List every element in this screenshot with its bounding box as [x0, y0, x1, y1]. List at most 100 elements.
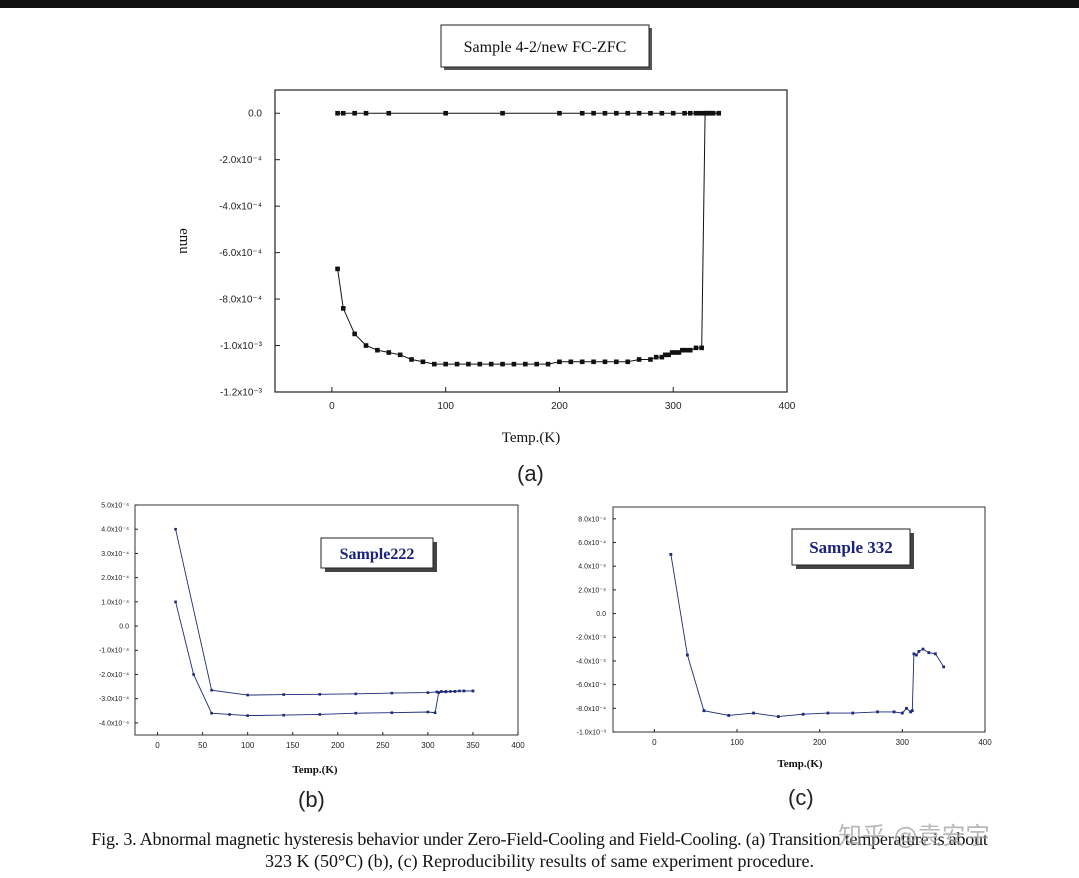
data-point — [431, 361, 437, 367]
data-point — [454, 361, 460, 367]
panel-label-b: (b) — [298, 787, 325, 812]
data-point — [340, 110, 346, 116]
y-tick-label: -4.0x10⁻⁴ — [219, 202, 262, 213]
data-point — [716, 110, 722, 116]
chart-title-b: Sample222 — [340, 546, 415, 563]
y-tick-label: 0.0 — [119, 624, 129, 631]
data-point — [625, 359, 631, 365]
data-point — [699, 345, 704, 351]
data-point — [693, 110, 699, 116]
x-tick-label: 100 — [241, 741, 255, 750]
data-point — [352, 110, 357, 116]
y-tick-label: -1.0x10⁻³ — [220, 341, 263, 352]
y-tick-label: 5.0x10⁻⁴ — [101, 502, 129, 509]
data-point — [648, 110, 653, 116]
data-point — [335, 266, 340, 272]
data-point — [210, 688, 213, 692]
data-point — [500, 361, 505, 367]
plot-frame-c — [612, 506, 986, 733]
title-box-b — [320, 537, 434, 569]
y-tick-label: -6.0x10⁻⁴ — [576, 682, 606, 689]
data-point — [335, 110, 340, 116]
x-tick-label: 400 — [779, 401, 796, 412]
data-point — [707, 110, 712, 116]
x-axis-label-b: Temp.(K) — [292, 764, 337, 776]
chart-title-c: Sample 332 — [809, 538, 893, 557]
data-point — [697, 110, 702, 116]
data-point — [876, 710, 879, 714]
data-point — [710, 110, 716, 116]
data-point — [545, 361, 551, 367]
data-point — [426, 691, 430, 694]
x-tick-label: 400 — [511, 741, 525, 750]
data-point — [653, 354, 659, 360]
data-point — [700, 110, 706, 116]
y-tick-label: 6.0x10⁻⁴ — [578, 540, 606, 547]
x-tick-label: 300 — [896, 738, 910, 747]
data-point — [174, 600, 177, 604]
data-point — [914, 653, 918, 657]
x-axis-label-c: Temp.(K) — [777, 758, 822, 770]
data-point — [666, 352, 671, 358]
data-point — [909, 710, 912, 714]
data-point — [703, 110, 709, 116]
data-point — [444, 690, 448, 694]
data-point — [440, 690, 443, 693]
data-point — [636, 110, 642, 116]
data-point — [892, 710, 896, 714]
watermark: 知乎 @袁安宇 — [838, 822, 990, 850]
y-ticks-c: 8.0x10⁻⁴ 6.0x10⁻⁴ 4.0x10⁻⁴ 2.0x10⁻⁴ 0.0 -2.0x… — [576, 516, 616, 736]
data-point — [453, 690, 457, 693]
x-tick-label: 300 — [421, 741, 435, 750]
x-ticks-b: 0 50 100 150 200 250 300 350 400 — [155, 732, 525, 750]
data-point — [693, 345, 699, 351]
x-tick-label: 400 — [978, 738, 992, 747]
y-tick-label: 3.0x10⁻⁴ — [101, 551, 129, 558]
y-tick-label: -3.0x10⁻⁴ — [99, 696, 129, 703]
data-point — [905, 706, 908, 710]
x-tick-label: 50 — [198, 741, 207, 750]
data-point — [318, 713, 322, 716]
y-tick-label: -1.0x10⁻⁴ — [99, 648, 129, 655]
data-point — [662, 352, 668, 358]
x-axis-label-a: Temp.(K) — [502, 430, 561, 446]
data-point — [683, 347, 689, 353]
data-point — [282, 713, 285, 717]
data-point — [397, 352, 403, 358]
y-tick-label: -2.0x10⁻⁴ — [576, 635, 606, 642]
x-ticks-c: 0 100 200 300 400 — [652, 729, 992, 747]
data-point — [670, 110, 676, 116]
data-point — [669, 552, 673, 556]
data-point — [910, 709, 914, 713]
y-tick-label: -6.0x10⁻⁴ — [219, 248, 262, 259]
y-tick-label: -4.0x10⁻⁴ — [576, 658, 606, 665]
data-point — [409, 357, 414, 362]
x-tick-label: 150 — [286, 741, 300, 750]
x-tick-label: 200 — [813, 738, 827, 747]
y-tick-label: -1.2x10⁻³ — [220, 388, 263, 399]
data-point — [752, 711, 755, 715]
chart-panel-b: 5.0x10⁻⁴ 4.0x10⁻⁴ 3.0x10⁻⁴ 2.0x10⁻⁴ 1.0x10⁻⁴… — [99, 502, 525, 776]
data-point — [462, 689, 466, 693]
data-point — [659, 354, 665, 360]
x-tick-label: 300 — [665, 401, 682, 412]
data-point — [776, 715, 780, 719]
data-point — [354, 692, 358, 696]
data-point — [669, 350, 675, 355]
data-point — [614, 110, 619, 116]
data-point — [687, 110, 693, 116]
data-point — [174, 527, 177, 531]
data-point — [636, 357, 642, 362]
data-point — [680, 347, 685, 353]
data-point — [534, 361, 539, 367]
data-point — [942, 665, 946, 669]
data-point — [579, 359, 585, 365]
data-point — [500, 110, 505, 116]
data-point — [340, 306, 346, 311]
data-point — [386, 350, 392, 355]
data-point — [917, 650, 921, 653]
y-tick-label: 2.0x10⁻⁴ — [101, 575, 129, 582]
data-point — [934, 652, 937, 656]
chart-panel-c: 8.0x10⁻⁴ 6.0x10⁻⁴ 4.0x10⁻⁴ 2.0x10⁻⁴ 0.0 -2.0x… — [576, 506, 992, 770]
data-point — [702, 709, 706, 713]
